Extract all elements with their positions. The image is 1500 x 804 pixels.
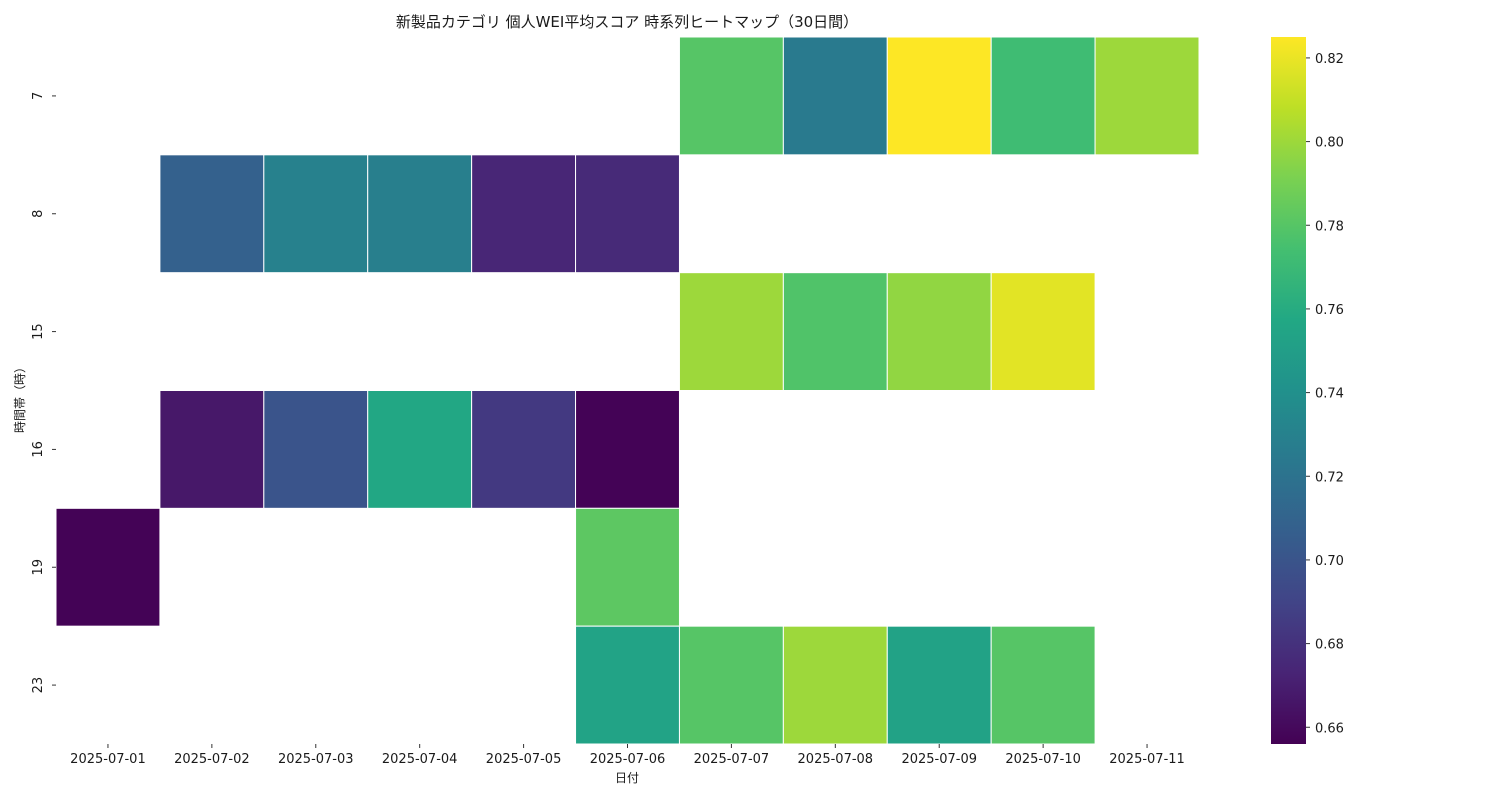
heatmap-cell bbox=[678, 625, 784, 745]
x-tick-label: 2025-07-04 bbox=[382, 752, 458, 767]
x-tick-label: 2025-07-09 bbox=[901, 752, 977, 767]
heatmap-cell bbox=[575, 154, 680, 274]
heatmap-cell bbox=[55, 507, 161, 627]
heatmap-cell bbox=[1094, 36, 1200, 156]
chart-title: 新製品カテゴリ 個人WEI平均スコア 時系列ヒートマップ（30日間） bbox=[396, 13, 858, 31]
heatmap-cell bbox=[471, 154, 577, 274]
colorbar-ticks: 0.66 0.68 0.70 0.72 0.74 0.76 0.78 0.80 0.82 bbox=[1306, 52, 1344, 736]
colorbar-tick-label: 0.74 bbox=[1315, 387, 1344, 402]
colorbar-tick-label: 0.70 bbox=[1315, 554, 1344, 569]
y-tick-label: 19 bbox=[31, 559, 46, 576]
colorbar bbox=[1271, 37, 1306, 744]
y-axis-label: 時間帯（時） bbox=[13, 361, 27, 433]
heatmap-cell bbox=[678, 272, 784, 392]
x-axis-label: 日付 bbox=[615, 771, 639, 785]
y-tick-label: 7 bbox=[31, 92, 46, 100]
heatmap-cell bbox=[367, 390, 473, 509]
heatmap-cell bbox=[575, 390, 680, 509]
x-tick-label: 2025-07-10 bbox=[1005, 752, 1081, 767]
heatmap-cell bbox=[990, 36, 1096, 156]
heatmap-cell bbox=[782, 625, 888, 745]
heatmap-cell bbox=[886, 625, 992, 745]
heatmap-cell bbox=[990, 625, 1096, 745]
colorbar-tick-label: 0.80 bbox=[1315, 136, 1344, 151]
heatmap-cell bbox=[575, 625, 680, 745]
x-tick-label: 2025-07-08 bbox=[798, 752, 874, 767]
y-tick-label: 8 bbox=[31, 210, 46, 218]
heatmap-cell bbox=[782, 36, 888, 156]
colorbar-tick-label: 0.76 bbox=[1315, 303, 1344, 318]
heatmap-cell bbox=[471, 390, 577, 509]
colorbar-tick-label: 0.82 bbox=[1315, 52, 1344, 67]
x-tick-label: 2025-07-07 bbox=[694, 752, 770, 767]
x-tick-label: 2025-07-06 bbox=[590, 752, 666, 767]
heatmap-cell bbox=[886, 36, 992, 156]
y-tick-label: 23 bbox=[31, 677, 46, 694]
y-tick-label: 15 bbox=[31, 323, 46, 340]
x-tick-label: 2025-07-03 bbox=[278, 752, 354, 767]
x-tick-label: 2025-07-01 bbox=[70, 752, 146, 767]
heatmap-cell bbox=[263, 390, 369, 509]
heatmap-cell bbox=[159, 390, 265, 509]
y-tick-label: 16 bbox=[31, 441, 46, 458]
x-axis-ticks: 2025-07-01 2025-07-02 2025-07-03 2025-07-04… bbox=[70, 744, 1185, 767]
heatmap-cell bbox=[159, 154, 265, 274]
heatmap-cell bbox=[886, 272, 992, 392]
heatmap-cell bbox=[263, 154, 369, 274]
colorbar-tick-label: 0.66 bbox=[1315, 721, 1344, 736]
x-tick-label: 2025-07-11 bbox=[1109, 752, 1185, 767]
heatmap-cell bbox=[990, 272, 1096, 392]
heatmap-cell bbox=[367, 154, 473, 274]
heatmap-cell bbox=[678, 36, 784, 156]
y-axis-ticks: 7 8 15 16 19 23 bbox=[31, 92, 56, 694]
x-tick-label: 2025-07-05 bbox=[486, 752, 562, 767]
heatmap-cells bbox=[55, 36, 1200, 745]
heatmap-cell bbox=[782, 272, 888, 392]
x-tick-label: 2025-07-02 bbox=[174, 752, 250, 767]
heatmap-cell bbox=[575, 507, 680, 627]
colorbar-tick-label: 0.78 bbox=[1315, 219, 1344, 234]
colorbar-tick-label: 0.68 bbox=[1315, 638, 1344, 653]
colorbar-tick-label: 0.72 bbox=[1315, 470, 1344, 485]
